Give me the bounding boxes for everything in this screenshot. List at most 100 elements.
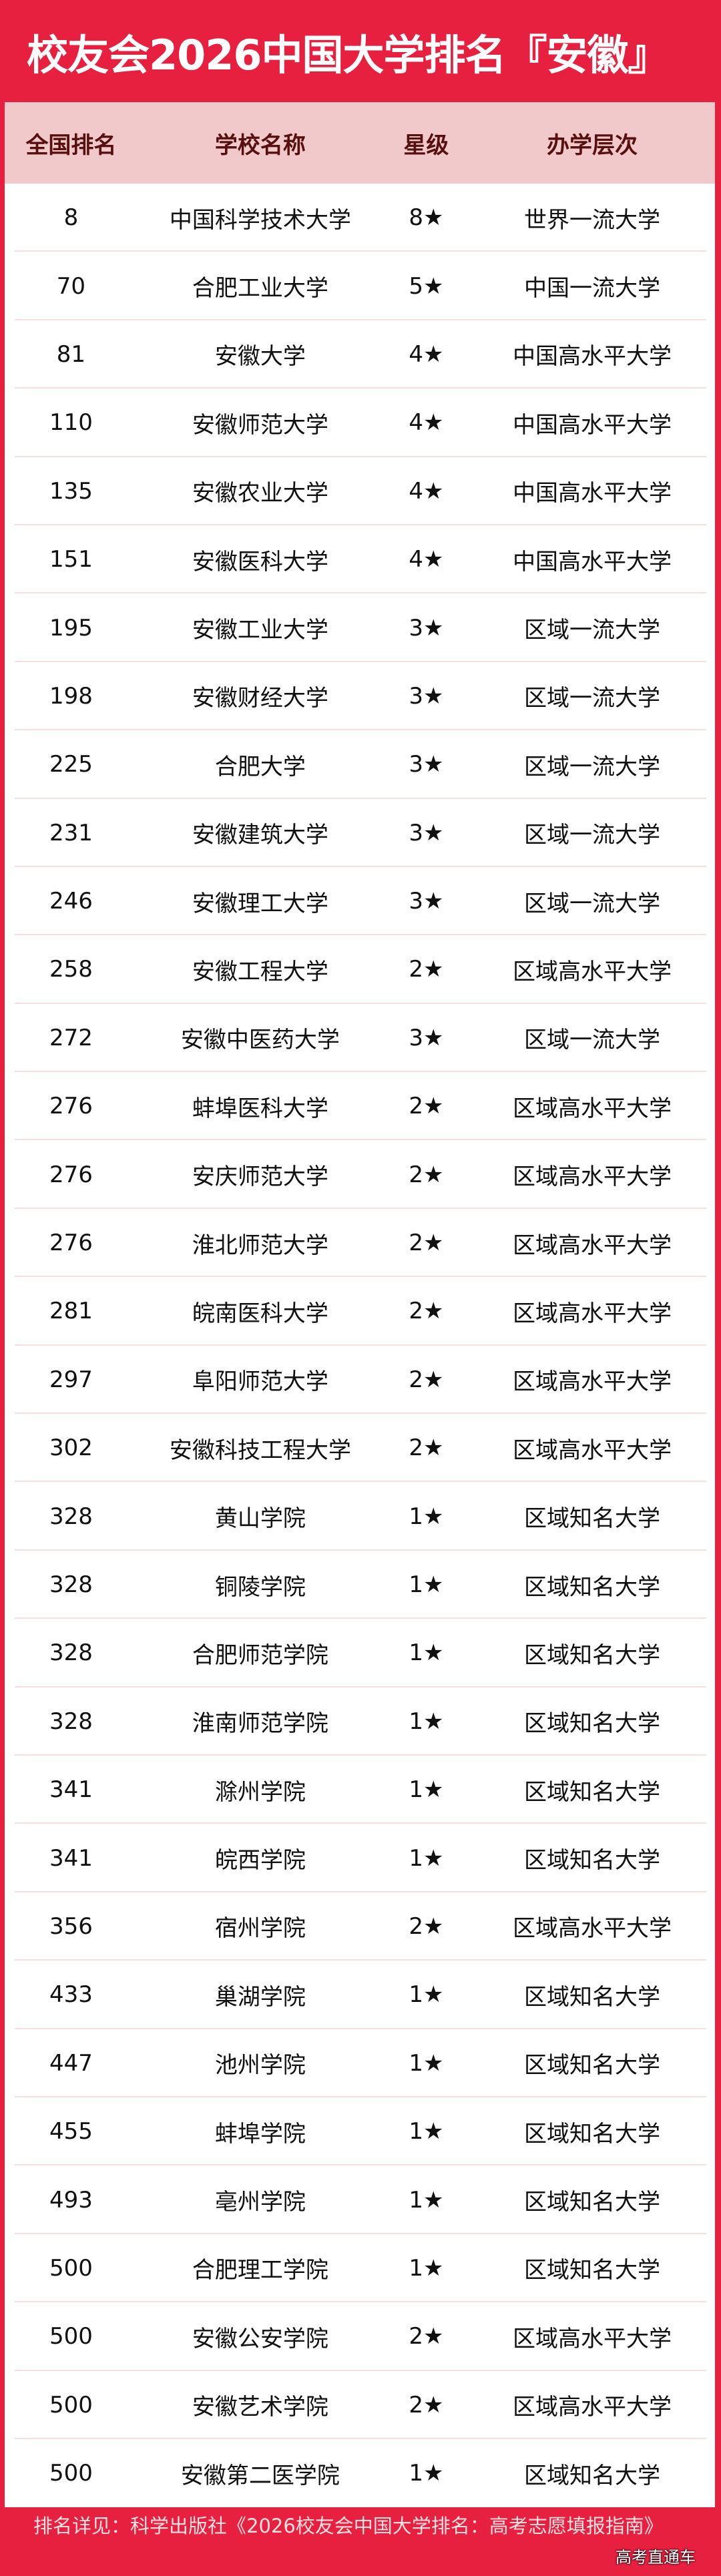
school-cell: 合肥理工学院 (192, 2257, 328, 2284)
table-row: 110 安徽师范大学 4★ 中国高水平大学 (5, 389, 715, 457)
level-cell: 区域知名大学 (524, 2462, 661, 2489)
rank-cell: 500 (49, 2323, 93, 2350)
stars-cell: 2★ (409, 1230, 444, 1257)
stars-cell: 3★ (409, 1024, 444, 1051)
school-cell: 安徽理工大学 (192, 890, 328, 917)
level-cell: 区域一流大学 (524, 685, 661, 712)
stars-cell: 8★ (409, 204, 444, 232)
table-row: 276 蚌埠医科大学 2★ 区域高水平大学 (5, 1072, 715, 1141)
rank-cell: 500 (49, 2254, 93, 2282)
table-row: 500 安徽艺术学院 2★ 区域高水平大学 (5, 2371, 715, 2440)
level-cell: 区域高水平大学 (513, 1437, 672, 1464)
col-header-school: 学校名称 (214, 132, 306, 159)
rank-cell: 81 (56, 340, 86, 368)
table-row: 447 池州学院 1★ 区域知名大学 (5, 2029, 715, 2098)
level-cell: 区域高水平大学 (513, 958, 672, 985)
school-cell: 安徽财经大学 (192, 685, 328, 712)
table-row: 276 淮北师范大学 2★ 区域高水平大学 (5, 1209, 715, 1278)
rank-cell: 356 (49, 1912, 93, 1940)
level-cell: 区域知名大学 (524, 1641, 661, 1669)
school-cell: 亳州学院 (214, 2189, 306, 2216)
level-cell: 区域一流大学 (524, 617, 661, 644)
rank-cell: 433 (49, 1981, 93, 2009)
school-cell: 宿州学院 (214, 1915, 306, 1943)
rank-cell: 258 (49, 956, 93, 983)
school-cell: 安徽公安学院 (192, 2325, 328, 2352)
level-cell: 区域高水平大学 (513, 1368, 672, 1396)
school-cell: 安徽师范大学 (192, 411, 328, 439)
school-cell: 安徽艺术学院 (192, 2394, 328, 2421)
table-row: 328 合肥师范学院 1★ 区域知名大学 (5, 1619, 715, 1688)
stars-cell: 4★ (409, 477, 444, 505)
school-cell: 合肥大学 (214, 753, 306, 780)
table-row: 8 中国科学技术大学 8★ 世界一流大学 (5, 184, 715, 252)
level-cell: 区域高水平大学 (513, 2325, 672, 2352)
rank-cell: 135 (49, 477, 93, 505)
rank-cell: 151 (49, 546, 93, 573)
col-header-stars: 星级 (403, 132, 449, 159)
stars-cell: 3★ (409, 819, 444, 846)
rank-cell: 281 (49, 1298, 93, 1325)
rank-cell: 198 (49, 682, 93, 710)
stars-cell: 2★ (409, 1366, 444, 1393)
stars-cell: 2★ (409, 1912, 444, 1940)
rank-cell: 70 (56, 272, 86, 300)
table-row: 151 安徽医科大学 4★ 中国高水平大学 (5, 525, 715, 594)
rank-cell: 447 (49, 2049, 93, 2077)
level-cell: 中国高水平大学 (513, 343, 672, 370)
table-row: 135 安徽农业大学 4★ 中国高水平大学 (5, 457, 715, 526)
school-cell: 巢湖学院 (214, 1983, 306, 2011)
level-cell: 区域知名大学 (524, 1505, 661, 1533)
level-cell: 区域知名大学 (524, 1710, 661, 1738)
stars-cell: 5★ (409, 272, 444, 300)
stars-cell: 4★ (409, 340, 444, 368)
table-row: 302 安徽科技工程大学 2★ 区域高水平大学 (5, 1414, 715, 1483)
stars-cell: 1★ (409, 1981, 444, 2009)
level-cell: 区域一流大学 (524, 890, 661, 917)
table-row: 493 亳州学院 1★ 区域知名大学 (5, 2165, 715, 2235)
stars-cell: 3★ (409, 682, 444, 710)
table-row: 195 安徽工业大学 3★ 区域一流大学 (5, 593, 715, 663)
school-cell: 黄山学院 (214, 1505, 306, 1533)
rank-cell: 225 (49, 751, 93, 778)
level-cell: 区域高水平大学 (513, 1915, 672, 1943)
table-row: 328 淮南师范学院 1★ 区域知名大学 (5, 1688, 715, 1756)
level-cell: 区域高水平大学 (513, 1232, 672, 1259)
table-row: 272 安徽中医药大学 3★ 区域一流大学 (5, 1004, 715, 1073)
stars-cell: 3★ (409, 888, 444, 915)
stars-cell: 1★ (409, 1708, 444, 1735)
school-cell: 安徽中医药大学 (180, 1027, 340, 1054)
level-cell: 中国高水平大学 (513, 480, 672, 507)
level-cell: 区域知名大学 (524, 1983, 661, 2011)
stars-cell: 1★ (409, 1503, 444, 1530)
stars-cell: 1★ (409, 1844, 444, 1872)
table-row: 500 安徽第二医学院 1★ 区域知名大学 (5, 2439, 715, 2507)
rank-cell: 246 (49, 888, 93, 915)
rank-cell: 297 (49, 1366, 93, 1393)
level-cell: 区域知名大学 (524, 2257, 661, 2284)
stars-cell: 2★ (409, 1093, 444, 1120)
rank-cell: 195 (49, 614, 93, 641)
stars-cell: 1★ (409, 1639, 444, 1667)
rank-cell: 276 (49, 1230, 93, 1257)
school-cell: 安徽建筑大学 (192, 822, 328, 849)
rank-cell: 272 (49, 1024, 93, 1051)
table-row: 246 安徽理工大学 3★ 区域一流大学 (5, 867, 715, 936)
footer-source: 排名详见：科学出版社《2026校友会中国大学排名：高考志愿填报指南》 (33, 2515, 664, 2537)
stars-cell: 2★ (409, 2391, 444, 2418)
table-header: 全国排名 学校名称 星级 办学层次 (5, 102, 715, 184)
table-row: 231 安徽建筑大学 3★ 区域一流大学 (5, 799, 715, 868)
level-cell: 区域知名大学 (524, 2189, 661, 2216)
table-row: 225 合肥大学 3★ 区域一流大学 (5, 730, 715, 799)
table-row: 328 铜陵学院 1★ 区域知名大学 (5, 1551, 715, 1619)
rank-cell: 328 (49, 1708, 93, 1735)
stars-cell: 2★ (409, 1161, 444, 1188)
stars-cell: 4★ (409, 546, 444, 573)
stars-cell: 3★ (409, 751, 444, 778)
school-cell: 安徽工业大学 (192, 617, 328, 644)
stars-cell: 1★ (409, 2254, 444, 2282)
level-cell: 世界一流大学 (524, 206, 661, 234)
level-cell: 区域知名大学 (524, 2052, 661, 2079)
table-row: 328 黄山学院 1★ 区域知名大学 (5, 1482, 715, 1551)
school-cell: 皖南医科大学 (192, 1300, 328, 1327)
